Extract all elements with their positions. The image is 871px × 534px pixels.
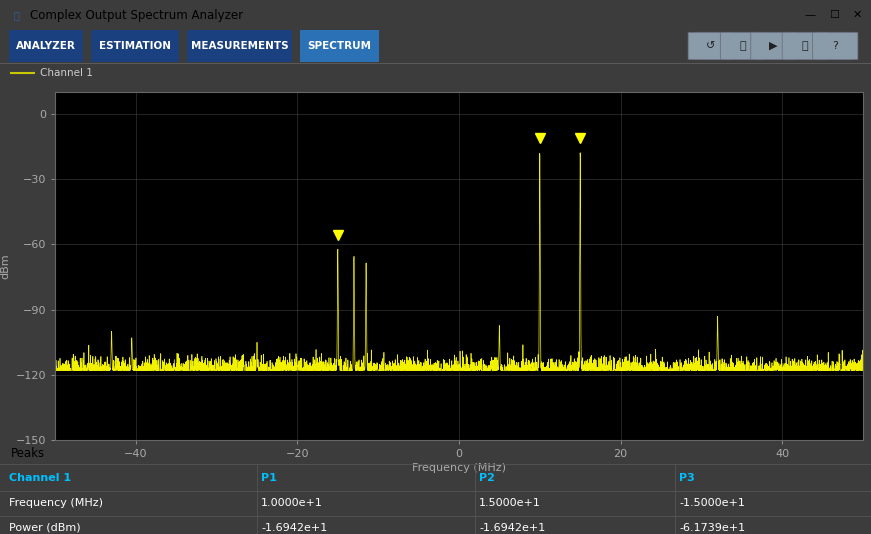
- Text: Complex Output Spectrum Analyzer: Complex Output Spectrum Analyzer: [30, 9, 244, 21]
- Text: ⬛: ⬛: [13, 10, 19, 20]
- Text: -1.5000e+1: -1.5000e+1: [679, 498, 746, 508]
- FancyBboxPatch shape: [782, 32, 827, 60]
- Bar: [9, 30, 83, 62]
- FancyBboxPatch shape: [813, 32, 858, 60]
- Text: P3: P3: [679, 473, 695, 483]
- Text: ↺: ↺: [706, 41, 715, 51]
- Text: -1.6942e+1: -1.6942e+1: [261, 523, 327, 533]
- Text: ⏹: ⏹: [801, 41, 808, 51]
- Text: —: —: [805, 10, 815, 20]
- Text: SPECTRUM: SPECTRUM: [307, 41, 372, 51]
- FancyBboxPatch shape: [720, 32, 766, 60]
- Bar: [187, 30, 292, 62]
- Text: Channel 1: Channel 1: [40, 68, 93, 78]
- Bar: [91, 30, 179, 62]
- Text: 1.0000e+1: 1.0000e+1: [261, 498, 323, 508]
- Text: Power (dBm): Power (dBm): [9, 523, 80, 533]
- Text: MEASUREMENTS: MEASUREMENTS: [191, 41, 288, 51]
- Text: ?: ?: [833, 41, 838, 51]
- Y-axis label: dBm: dBm: [0, 253, 10, 279]
- Text: Channel 1: Channel 1: [9, 473, 71, 483]
- Text: ☐: ☐: [828, 10, 839, 20]
- Text: Peaks: Peaks: [10, 447, 44, 460]
- Text: ANALYZER: ANALYZER: [16, 41, 76, 51]
- Text: ESTIMATION: ESTIMATION: [99, 41, 171, 51]
- Text: ✕: ✕: [853, 10, 861, 20]
- Text: 1.5000e+1: 1.5000e+1: [479, 498, 541, 508]
- Text: P2: P2: [479, 473, 495, 483]
- FancyBboxPatch shape: [751, 32, 796, 60]
- Text: P1: P1: [261, 473, 277, 483]
- Text: Frequency (MHz): Frequency (MHz): [9, 498, 103, 508]
- Text: -6.1739e+1: -6.1739e+1: [679, 523, 746, 533]
- Text: ⏸: ⏸: [739, 41, 746, 51]
- FancyBboxPatch shape: [688, 32, 733, 60]
- Bar: [300, 30, 379, 62]
- Text: ▶: ▶: [769, 41, 778, 51]
- Text: -1.6942e+1: -1.6942e+1: [479, 523, 545, 533]
- X-axis label: Frequency (MHz): Frequency (MHz): [412, 463, 506, 473]
